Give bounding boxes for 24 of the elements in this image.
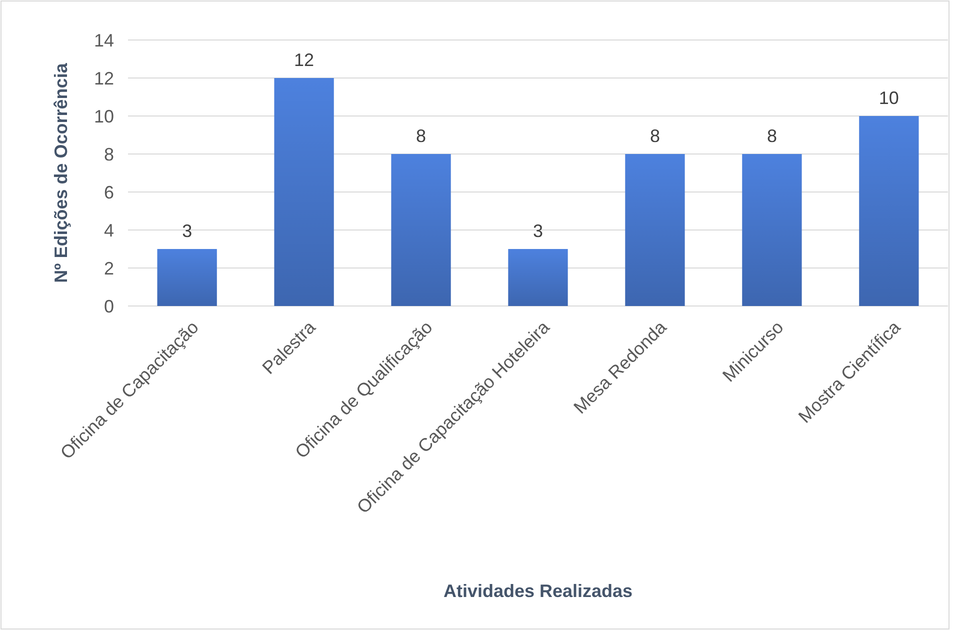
y-tick-label: 2 — [104, 258, 114, 278]
bar — [391, 154, 451, 306]
bar — [157, 249, 217, 306]
data-label: 12 — [294, 50, 314, 70]
data-label: 8 — [766, 126, 777, 146]
data-label: 3 — [532, 221, 544, 241]
bar — [859, 116, 919, 306]
y-tick-label: 10 — [94, 106, 114, 126]
y-tick-label: 6 — [104, 182, 114, 202]
y-tick-label: 8 — [104, 144, 114, 164]
y-tick-label: 14 — [94, 30, 114, 50]
x-axis-title: Atividades Realizadas — [443, 581, 633, 601]
bar — [508, 249, 568, 306]
y-axis-title: Nº Edições de Ocorrência — [51, 62, 71, 283]
y-tick-label: 0 — [104, 296, 114, 316]
data-label: 8 — [650, 126, 660, 146]
bar — [742, 154, 802, 306]
data-label: 3 — [182, 221, 192, 241]
bar — [274, 78, 334, 306]
y-tick-label: 12 — [94, 68, 114, 88]
bar — [625, 154, 685, 306]
data-label: 8 — [416, 126, 426, 146]
data-label: 10 — [878, 88, 899, 108]
y-tick-label: 4 — [104, 220, 114, 240]
